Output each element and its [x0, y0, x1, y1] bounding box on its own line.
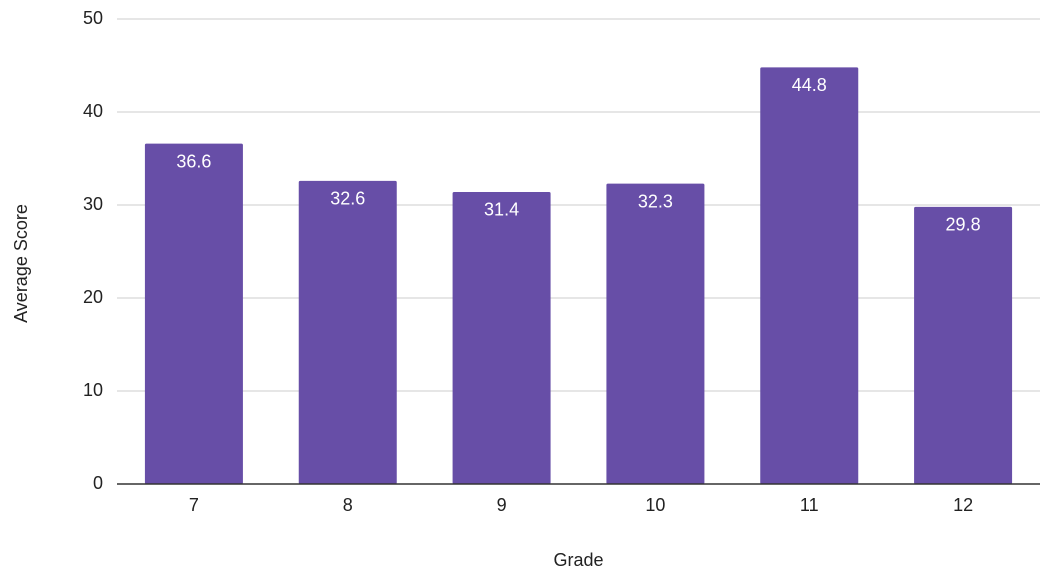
bar — [298, 180, 397, 484]
y-tick-label: 0 — [93, 473, 103, 493]
x-tick-label: 11 — [800, 495, 819, 515]
y-tick-label: 10 — [83, 380, 103, 400]
y-tick-label: 20 — [83, 287, 103, 307]
bar-value-label: 29.8 — [946, 215, 981, 235]
bar — [144, 143, 243, 484]
bar — [606, 183, 705, 485]
bar-value-label: 44.8 — [792, 75, 827, 95]
bar-value-label: 32.6 — [330, 189, 365, 209]
x-tick-label: 8 — [343, 495, 353, 515]
bar — [914, 206, 1013, 485]
data-labels: 36.6 32.6 31.4 32.3 44.8 29.8 — [176, 75, 980, 235]
y-tick-label: 40 — [83, 101, 103, 121]
x-axis-title: Grade — [553, 550, 603, 569]
x-tick-label: 9 — [497, 495, 507, 515]
bars — [144, 67, 1013, 485]
bar-value-label: 31.4 — [484, 200, 519, 220]
gridlines — [117, 18, 1040, 392]
bar — [760, 67, 859, 485]
y-axis-title: Average Score — [11, 204, 31, 323]
bar-value-label: 32.3 — [638, 191, 673, 211]
bar — [452, 191, 551, 485]
x-tick-label: 12 — [953, 495, 973, 515]
bar-value-label: 36.6 — [176, 151, 211, 171]
x-axis-ticks: 7 8 9 10 11 12 — [189, 495, 973, 515]
y-tick-label: 50 — [83, 8, 103, 28]
y-axis-ticks: 0 10 20 30 40 50 — [83, 8, 103, 493]
y-tick-label: 30 — [83, 194, 103, 214]
x-tick-label: 10 — [645, 495, 665, 515]
x-tick-label: 7 — [189, 495, 199, 515]
